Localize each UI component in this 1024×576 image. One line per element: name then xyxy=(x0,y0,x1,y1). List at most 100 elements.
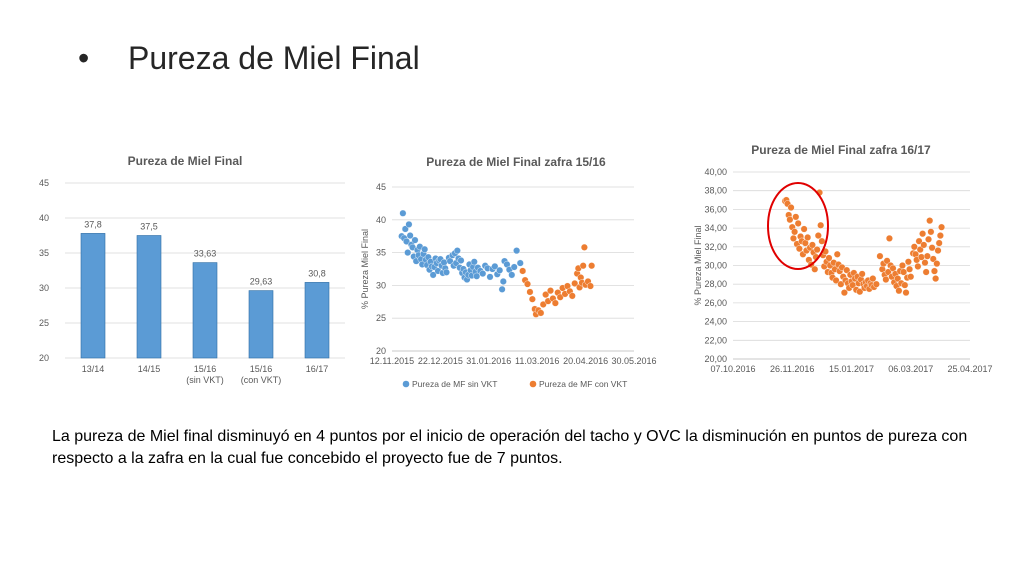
y-tick-label: 34,00 xyxy=(704,223,727,233)
y-tick-label: 40 xyxy=(376,215,386,225)
title-bullet: • xyxy=(78,40,90,76)
data-point xyxy=(486,273,494,281)
y-axis-label: % Pureza Miel Final xyxy=(360,229,370,309)
data-point xyxy=(568,292,576,300)
data-point xyxy=(516,259,524,267)
data-point xyxy=(936,232,944,240)
y-tick-label: 20,00 xyxy=(704,354,727,364)
data-point xyxy=(925,235,933,243)
data-point xyxy=(884,268,892,276)
body-paragraph: La pureza de Miel final disminuyó en 4 p… xyxy=(52,428,968,467)
data-point xyxy=(405,220,413,228)
data-point xyxy=(551,299,559,307)
data-point xyxy=(929,255,937,263)
y-tick-label: 38,00 xyxy=(704,186,727,196)
x-tick-label: 11.03.2016 xyxy=(515,356,559,366)
data-point xyxy=(808,241,816,249)
y-tick-label: 22,00 xyxy=(704,335,727,345)
data-point xyxy=(453,247,461,255)
data-point xyxy=(792,213,800,221)
data-point xyxy=(885,234,893,242)
legend-label-con-vkt: Pureza de MF con VKT xyxy=(539,379,627,389)
data-point xyxy=(787,204,795,212)
data-point xyxy=(491,262,499,270)
data-point xyxy=(907,273,915,281)
y-tick-label: 28,00 xyxy=(704,279,727,289)
data-point xyxy=(791,228,799,236)
highlight-circle xyxy=(767,182,829,270)
data-point xyxy=(916,246,924,254)
bar-value-label: 37,8 xyxy=(84,219,102,229)
data-point xyxy=(800,225,808,233)
y-tick-label: 25 xyxy=(39,318,49,328)
chart-title: Pureza de Miel Final zafra 16/17 xyxy=(751,143,931,157)
legend-marker-sin-vkt xyxy=(402,380,410,388)
data-point xyxy=(586,282,594,290)
data-point xyxy=(421,245,429,253)
data-point xyxy=(537,309,545,317)
data-point xyxy=(898,261,906,269)
bar-value-label: 29,63 xyxy=(250,277,273,287)
x-tick-label: 30.05.2016 xyxy=(611,356,656,366)
data-point xyxy=(843,266,851,274)
y-tick-label: 20 xyxy=(39,353,49,363)
bar-15-16-sin-vkt- xyxy=(192,262,218,359)
y-tick-label: 25 xyxy=(376,313,386,323)
data-point xyxy=(539,300,547,308)
data-point xyxy=(895,287,903,295)
bar-15-16-con-vkt- xyxy=(248,290,274,359)
data-point xyxy=(499,277,507,285)
data-point xyxy=(921,259,929,267)
x-tick-label: 26.11.2016 xyxy=(770,364,814,374)
data-point xyxy=(932,275,940,283)
data-point xyxy=(928,244,936,252)
data-point xyxy=(840,289,848,297)
data-point xyxy=(528,295,536,303)
data-point xyxy=(930,267,938,275)
data-point xyxy=(882,276,890,284)
data-point xyxy=(399,209,407,217)
data-point xyxy=(510,263,518,271)
y-tick-label: 32,00 xyxy=(704,242,727,252)
data-point xyxy=(902,289,910,297)
data-point xyxy=(832,276,840,284)
data-point xyxy=(556,293,564,301)
data-point xyxy=(804,233,812,241)
slide-title: • Pureza de Miel Final xyxy=(78,40,420,77)
y-tick-label: 35 xyxy=(39,248,49,258)
x-tick-label: 16/17 xyxy=(306,364,329,374)
x-tick-label: 15.01.2017 xyxy=(829,364,874,374)
bar-chart-pureza-historica: Pureza de Miel Final 20 25 30 35 40 45 37,8 13/1… xyxy=(39,154,345,385)
bar-13-14 xyxy=(80,233,106,359)
data-point xyxy=(927,228,935,236)
x-tick-label: 20.04.2016 xyxy=(563,356,608,366)
data-point xyxy=(513,247,521,255)
data-point xyxy=(580,243,588,251)
data-point xyxy=(479,270,487,278)
data-point xyxy=(901,281,909,289)
y-tick-label: 26,00 xyxy=(704,298,727,308)
y-tick-label: 30 xyxy=(376,280,386,290)
data-point xyxy=(818,237,826,245)
data-point xyxy=(922,268,930,276)
y-tick-label: 20 xyxy=(376,346,386,356)
data-point xyxy=(894,275,902,283)
bar-value-label: 37,5 xyxy=(140,222,158,232)
data-point xyxy=(883,257,891,265)
scatter-chart-zafra-15-16: Pureza de Miel Final zafra 15/16 20 25 30 35… xyxy=(360,155,657,389)
y-tick-label: 30,00 xyxy=(704,261,727,271)
chart-title: Pureza de Miel Final xyxy=(128,154,243,168)
data-point xyxy=(813,246,821,254)
data-point xyxy=(917,253,925,261)
data-point xyxy=(910,243,918,251)
data-point xyxy=(915,237,923,245)
data-point xyxy=(473,272,481,280)
bar-value-label: 30,8 xyxy=(308,268,326,278)
data-point xyxy=(429,271,437,279)
x-tick-label: 25.04.2017 xyxy=(947,364,992,374)
y-tick-label: 36,00 xyxy=(704,204,727,214)
data-point xyxy=(789,234,797,242)
data-point xyxy=(794,219,802,227)
data-point xyxy=(872,280,880,288)
y-tick-label: 45 xyxy=(376,182,386,192)
